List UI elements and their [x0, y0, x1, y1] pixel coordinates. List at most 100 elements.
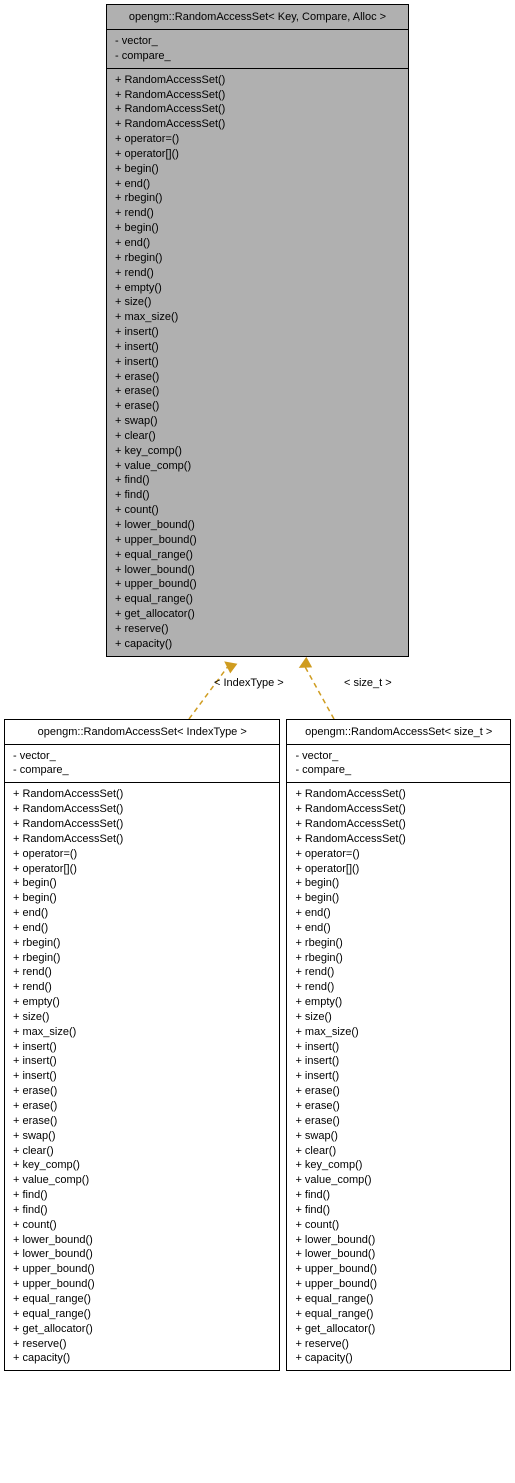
member-line: + value_comp(): [295, 1173, 502, 1188]
member-line: + max_size(): [115, 310, 400, 325]
member-line: + key_comp(): [295, 1158, 502, 1173]
member-line: + count(): [13, 1218, 271, 1233]
class-node-left: opengm::RandomAccessSet< IndexType > - v…: [4, 719, 280, 1372]
member-line: + operator=(): [115, 132, 400, 147]
member-line: + get_allocator(): [13, 1322, 271, 1337]
edge-label-left: < IndexType >: [214, 677, 284, 689]
member-line: + key_comp(): [13, 1158, 271, 1173]
member-line: + erase(): [115, 370, 400, 385]
member-line: + RandomAccessSet(): [13, 787, 271, 802]
member-line: + get_allocator(): [295, 1322, 502, 1337]
member-line: + max_size(): [13, 1025, 271, 1040]
member-line: - vector_: [115, 34, 400, 49]
member-line: + lower_bound(): [295, 1233, 502, 1248]
member-line: + capacity(): [295, 1351, 502, 1366]
member-line: + end(): [13, 921, 271, 936]
member-line: + lower_bound(): [115, 563, 400, 578]
member-line: + rbegin(): [295, 951, 502, 966]
member-line: + equal_range(): [295, 1307, 502, 1322]
member-line: + end(): [13, 906, 271, 921]
member-line: + insert(): [115, 355, 400, 370]
member-line: + upper_bound(): [115, 533, 400, 548]
member-line: + upper_bound(): [295, 1262, 502, 1277]
edge-left: [189, 665, 229, 719]
member-line: + rbegin(): [115, 191, 400, 206]
member-line: + operator=(): [13, 847, 271, 862]
member-line: + reserve(): [115, 622, 400, 637]
member-line: + erase(): [295, 1114, 502, 1129]
member-line: + RandomAccessSet(): [295, 832, 502, 847]
edge-label-right: < size_t >: [344, 677, 392, 689]
member-line: + operator=(): [295, 847, 502, 862]
member-line: + rend(): [295, 965, 502, 980]
member-line: + value_comp(): [115, 459, 400, 474]
member-line: + find(): [115, 488, 400, 503]
member-line: + rbegin(): [13, 951, 271, 966]
member-line: + end(): [115, 236, 400, 251]
class-title: opengm::RandomAccessSet< Key, Compare, A…: [107, 5, 408, 30]
member-line: + capacity(): [13, 1351, 271, 1366]
member-line: + begin(): [295, 876, 502, 891]
class-node-top: opengm::RandomAccessSet< Key, Compare, A…: [106, 4, 409, 657]
edge-right: [304, 665, 334, 719]
member-line: + rbegin(): [13, 936, 271, 951]
member-line: + upper_bound(): [115, 577, 400, 592]
member-line: + equal_range(): [13, 1292, 271, 1307]
member-line: + insert(): [13, 1040, 271, 1055]
member-line: + erase(): [13, 1114, 271, 1129]
member-line: + equal_range(): [295, 1292, 502, 1307]
member-line: + insert(): [295, 1069, 502, 1084]
member-line: + reserve(): [13, 1337, 271, 1352]
member-line: - vector_: [295, 749, 502, 764]
member-line: + operator[](): [115, 147, 400, 162]
bottom-row: opengm::RandomAccessSet< IndexType > - v…: [4, 719, 511, 1372]
member-line: + equal_range(): [115, 548, 400, 563]
connector-area: < IndexType > < size_t >: [4, 657, 511, 719]
member-line: + RandomAccessSet(): [13, 832, 271, 847]
class-attributes: - vector_- compare_: [107, 30, 408, 69]
member-line: + reserve(): [295, 1337, 502, 1352]
member-line: + find(): [295, 1203, 502, 1218]
member-line: + begin(): [115, 162, 400, 177]
member-line: + rend(): [13, 980, 271, 995]
member-line: + empty(): [295, 995, 502, 1010]
member-line: + rbegin(): [295, 936, 502, 951]
member-line: + operator[](): [295, 862, 502, 877]
member-line: + equal_range(): [13, 1307, 271, 1322]
member-line: + upper_bound(): [13, 1277, 271, 1292]
member-line: + count(): [295, 1218, 502, 1233]
member-line: + find(): [13, 1203, 271, 1218]
member-line: + lower_bound(): [13, 1233, 271, 1248]
class-title: opengm::RandomAccessSet< IndexType >: [5, 720, 279, 745]
member-line: - vector_: [13, 749, 271, 764]
member-line: + end(): [295, 906, 502, 921]
member-line: + lower_bound(): [115, 518, 400, 533]
member-line: + insert(): [13, 1069, 271, 1084]
member-line: + size(): [295, 1010, 502, 1025]
member-line: + RandomAccessSet(): [295, 817, 502, 832]
member-line: + rend(): [295, 980, 502, 995]
member-line: + swap(): [115, 414, 400, 429]
member-line: + get_allocator(): [115, 607, 400, 622]
member-line: + erase(): [115, 399, 400, 414]
member-line: - compare_: [115, 49, 400, 64]
class-attributes: - vector_- compare_: [287, 745, 510, 784]
member-line: + RandomAccessSet(): [115, 88, 400, 103]
member-line: + insert(): [115, 340, 400, 355]
member-line: + begin(): [115, 221, 400, 236]
member-line: + find(): [13, 1188, 271, 1203]
member-line: + equal_range(): [115, 592, 400, 607]
member-line: + rend(): [115, 266, 400, 281]
member-line: + clear(): [295, 1144, 502, 1159]
member-line: + RandomAccessSet(): [115, 73, 400, 88]
member-line: + rend(): [115, 206, 400, 221]
member-line: + value_comp(): [13, 1173, 271, 1188]
member-line: + insert(): [115, 325, 400, 340]
member-line: + lower_bound(): [295, 1247, 502, 1262]
member-line: + begin(): [13, 876, 271, 891]
member-line: + end(): [115, 177, 400, 192]
member-line: + count(): [115, 503, 400, 518]
member-line: + key_comp(): [115, 444, 400, 459]
member-line: + erase(): [295, 1099, 502, 1114]
member-line: + upper_bound(): [13, 1262, 271, 1277]
